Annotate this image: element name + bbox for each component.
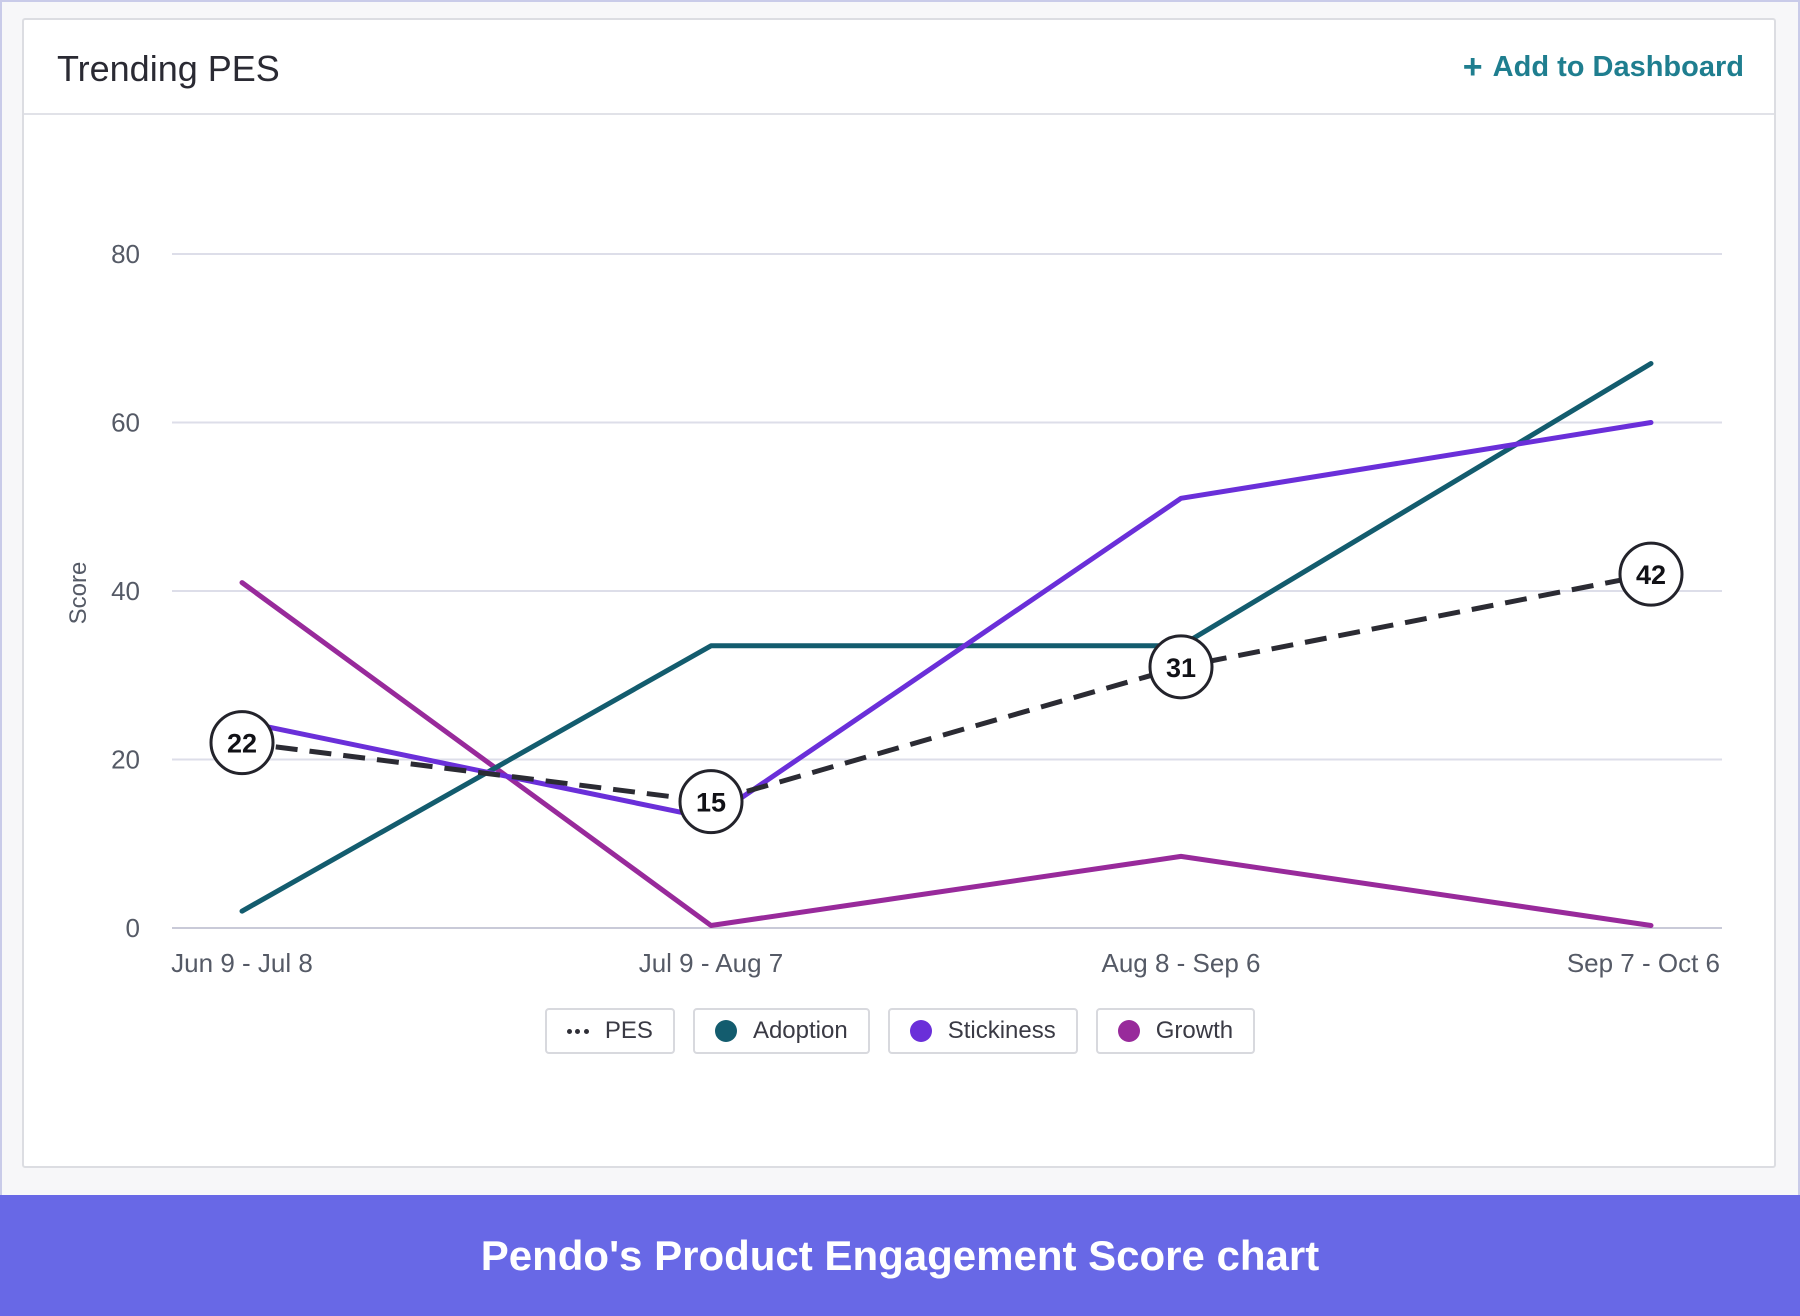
pes-data-label-1: 15: [696, 788, 726, 818]
y-tick-label-20: 20: [111, 745, 140, 775]
pes-data-label-0: 22: [227, 729, 257, 759]
legend-label-adoption: Adoption: [752, 1017, 848, 1044]
y-tick-label-0: 0: [126, 913, 140, 943]
chart-legend: PES Adoption Stickiness Growth: [0, 1008, 1800, 1054]
x-tick-label-1: Jul 9 - Aug 7: [639, 948, 784, 978]
x-tick-label-2: Aug 8 - Sep 6: [1102, 948, 1261, 978]
plus-icon: +: [1462, 48, 1483, 86]
legend-item-adoption[interactable]: Adoption: [692, 1008, 870, 1054]
series-line-pes: [241, 571, 1652, 805]
pes-data-label-2: 31: [1166, 653, 1196, 683]
legend-item-pes[interactable]: PES: [544, 1008, 675, 1054]
legend-item-growth[interactable]: Growth: [1095, 1008, 1256, 1054]
trending-pes-card: Trending PES + Add to Dashboard: [22, 18, 1776, 1168]
caption-bar: Pendo's Product Engagement Score chart: [0, 1195, 1800, 1316]
y-tick-label-60: 60: [111, 408, 140, 438]
pes-point-2: [1148, 634, 1214, 700]
legend-label-pes: PES: [604, 1017, 653, 1044]
dotted-line-icon: [566, 1028, 589, 1034]
legend-label-growth: Growth: [1155, 1017, 1234, 1044]
pes-point-1: [678, 769, 744, 835]
pes-data-label-3: 42: [1636, 560, 1666, 590]
add-to-dashboard-label: Add to Dashboard: [1492, 50, 1744, 83]
y-tick-label-80: 80: [111, 239, 140, 269]
add-to-dashboard-button[interactable]: + Add to Dashboard: [1463, 50, 1744, 84]
pes-line-chart: 0 20 40 60 80 Score Jun 9 - Jul 8 Jul 9 - Aug…: [65, 239, 1722, 978]
series-line-adoption: [239, 361, 1654, 914]
legend-item-stickiness[interactable]: Stickiness: [887, 1008, 1078, 1054]
card-title: Trending PES: [57, 48, 280, 89]
x-tick-label-3: Sep 7 - Oct 6: [1567, 948, 1720, 978]
x-tick-label-0: Jun 9 - Jul 8: [171, 948, 313, 978]
stickiness-swatch-icon: [909, 1020, 932, 1042]
pes-point-0: [209, 710, 275, 776]
legend-label-stickiness: Stickiness: [947, 1017, 1056, 1044]
series-line-growth: [239, 580, 1654, 928]
pes-data-labels: 22 15 31 42: [209, 541, 1684, 835]
series-line-stickiness: [239, 420, 1654, 821]
y-tick-label-40: 40: [111, 576, 140, 606]
growth-swatch-icon: [1117, 1020, 1140, 1042]
adoption-swatch-icon: [714, 1020, 737, 1042]
y-axis-label: Score: [65, 562, 92, 625]
x-tick-labels: Jun 9 - Jul 8 Jul 9 - Aug 7 Aug 8 - Sep 6 S…: [171, 948, 1720, 978]
gridlines: [172, 253, 1722, 929]
caption-text: Pendo's Product Engagement Score chart: [480, 1231, 1320, 1279]
y-tick-labels: 0 20 40 60 80: [111, 239, 140, 943]
card-header: Trending PES + Add to Dashboard: [24, 20, 1774, 115]
pes-point-3: [1618, 541, 1684, 607]
series-lines: [239, 361, 1654, 928]
